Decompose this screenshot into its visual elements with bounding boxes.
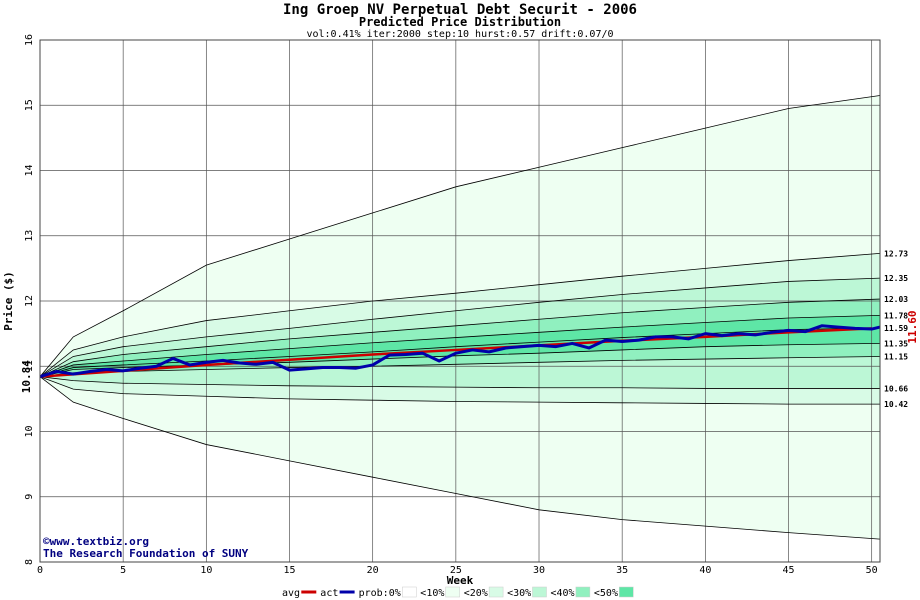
x-tick-label: 40 [699, 565, 711, 576]
probability-bands [40, 95, 880, 540]
legend-swatch-box [445, 586, 460, 598]
x-tick-label: 30 [533, 565, 545, 576]
band-boundary-p80_hi [39, 252, 881, 378]
y-tick-label: 8 [24, 559, 35, 565]
y-axis-label: Price ($) [2, 271, 15, 331]
y-tick-label: 9 [24, 494, 35, 500]
right-band-label: 11.35 [884, 339, 908, 348]
band-boundary-p60_lo [39, 376, 880, 405]
chart-title: Ing Groep NV Perpetual Debt Securit - 20… [283, 2, 637, 18]
y-tick-label: 11 [24, 360, 35, 372]
x-tick-label: 20 [367, 565, 379, 576]
x-tick-label: 0 [37, 565, 43, 576]
band-boundary-p0_hi [39, 327, 881, 378]
right-band-label: 10.66 [884, 384, 908, 393]
right-band-label: 11.59 [884, 324, 908, 333]
x-tick-label: 25 [450, 565, 462, 576]
axes: 0 5 10 15 20 25 30 35 40 45 50 8 9 10 11 12 13 14 15 16 10.8… [20, 34, 878, 576]
legend-label: avg [282, 588, 300, 599]
x-tick-label: 10 [200, 565, 212, 576]
y-tick-label: 13 [24, 230, 35, 242]
legend-label: <10% [420, 588, 444, 599]
y-tick-label: 15 [24, 99, 35, 111]
legend-label: <20% [464, 588, 488, 599]
band-boundary-p40_lo [39, 376, 880, 389]
band-boundary-p20_hi [39, 314, 881, 378]
actual-line [39, 324, 881, 379]
legend: avg act prob:0% <10% <20% <30% <40% <50% [282, 586, 634, 599]
legend-label: <50% [594, 588, 618, 599]
right-band-label: 10.42 [884, 400, 908, 409]
x-axis-label: Week [447, 574, 474, 587]
plot-frame [39, 39, 881, 563]
legend-swatch-box [402, 586, 417, 598]
band-boundaries [39, 95, 881, 540]
series [39, 324, 881, 379]
x-tick-label: 15 [283, 565, 295, 576]
x-tick-label: 35 [616, 565, 628, 576]
x-tick-label: 50 [866, 565, 878, 576]
actual-last-label: 11.60 [906, 311, 919, 344]
y-tick-label: 12 [24, 295, 35, 307]
watermark-site: ©www.textbiz.org [43, 535, 149, 548]
legend-label: prob:0% [359, 588, 401, 599]
right-band-label: 12.73 [884, 249, 908, 258]
band-boundary-p60_hi [39, 277, 881, 378]
start-price-label: 10.84 [20, 360, 33, 393]
chart-params: vol:0.41% iter:2000 step:10 hurst:0.57 d… [306, 29, 613, 40]
right-band-label: 12.03 [884, 295, 908, 304]
legend-swatch-box [532, 586, 547, 598]
right-labels: 12.73 12.35 12.03 11.78 11.59 11.35 11.15 10.66… [884, 249, 919, 409]
y-tick-label: 16 [24, 34, 35, 46]
legend-swatch-box [619, 586, 634, 598]
y-tick-label: 10 [24, 425, 35, 437]
band-boundary-p100_lo [39, 376, 881, 540]
band-boundary-p40_hi [39, 298, 881, 378]
x-tick-label: 5 [120, 565, 126, 576]
chart-subtitle: Predicted Price Distribution [359, 15, 561, 29]
legend-swatch-box [575, 586, 591, 598]
right-band-label: 11.15 [884, 352, 908, 361]
watermark-org: The Research Foundation of SUNY [43, 547, 249, 560]
legend-label: <40% [551, 588, 575, 599]
band-boundary-p100_hi [39, 95, 881, 377]
band-boundary-p0_lo [39, 343, 881, 378]
x-tick-label: 45 [782, 565, 794, 576]
right-band-label: 11.78 [884, 311, 908, 320]
legend-swatch-box [488, 586, 504, 598]
y-tick-label: 14 [24, 164, 35, 176]
legend-label: act [320, 588, 338, 599]
legend-label: <30% [507, 588, 531, 599]
right-band-label: 12.35 [884, 274, 908, 283]
